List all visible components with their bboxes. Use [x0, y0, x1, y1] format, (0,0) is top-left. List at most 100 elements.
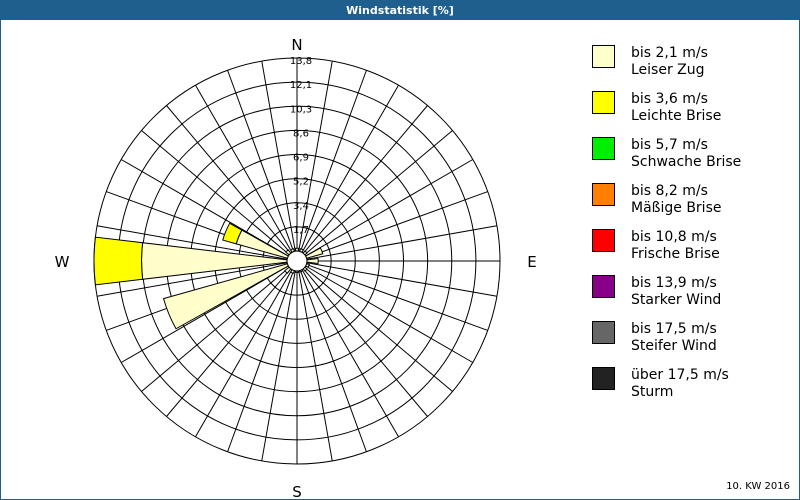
legend-swatch — [592, 183, 615, 206]
grid-spoke — [261, 60, 296, 252]
grid-spoke — [195, 84, 293, 253]
legend-range: bis 3,6 m/s — [631, 91, 708, 107]
wind-bar — [290, 248, 295, 253]
ring-tick-label: 1,7 — [293, 225, 309, 236]
grid-spoke — [305, 265, 474, 363]
wind-bar — [305, 247, 324, 259]
legend: bis 2,1 m/s Leiser Zug bis 3,6 m/s Leichte … — [589, 41, 789, 409]
grid-spoke — [306, 263, 488, 331]
grid-spoke — [227, 70, 295, 252]
grid-spoke — [303, 268, 428, 417]
ring-tick-label: 5,2 — [293, 177, 309, 188]
wind-bar — [299, 269, 304, 273]
legend-item: bis 8,2 m/s Mäßige Brise — [589, 179, 789, 225]
legend-swatch — [592, 229, 615, 252]
legend-label: bis 13,9 m/s Starker Wind — [631, 275, 721, 309]
wind-bar — [302, 266, 308, 272]
legend-item: über 17,5 m/s Sturm — [589, 363, 789, 409]
legend-class-name: Mäßige Brise — [631, 200, 722, 216]
legend-class-name: Leichte Brise — [631, 108, 722, 124]
grid-spoke — [298, 60, 333, 252]
legend-label: bis 3,6 m/s Leichte Brise — [631, 91, 721, 125]
wind-bar — [235, 229, 289, 259]
legend-swatch — [592, 91, 615, 114]
grid-spoke — [303, 105, 428, 254]
legend-class-name: Schwache Brise — [631, 154, 742, 170]
legend-range: über 17,5 m/s — [631, 367, 729, 383]
wind-bar — [294, 247, 300, 252]
ring-tick-label: 3,4 — [293, 201, 309, 212]
legend-item: bis 3,6 m/s Leichte Brise — [589, 87, 789, 133]
legend-class-name: Starker Wind — [631, 292, 722, 308]
grid-spoke — [96, 225, 288, 260]
wind-bar — [306, 257, 319, 265]
compass-label-e: E — [527, 253, 536, 271]
legend-class-name: Frische Brise — [631, 246, 720, 262]
grid-spoke — [304, 130, 453, 255]
legend-swatch — [592, 367, 615, 390]
grid-spoke — [227, 270, 295, 452]
legend-label: über 17,5 m/s Sturm — [631, 367, 729, 401]
legend-item: bis 2,1 m/s Leiser Zug — [589, 41, 789, 87]
grid-spoke — [299, 270, 367, 452]
legend-item: bis 5,7 m/s Schwache Brise — [589, 133, 789, 179]
wind-bar — [284, 266, 292, 274]
wind-bar — [162, 263, 289, 330]
grid-spoke — [305, 159, 474, 257]
legend-class-name: Steifer Wind — [631, 338, 717, 354]
wind-bar — [222, 222, 243, 245]
grid-spoke — [299, 70, 367, 252]
compass-label-w: W — [55, 253, 70, 271]
legend-label: bis 17,5 m/s Steifer Wind — [631, 321, 717, 355]
grid-spoke — [298, 270, 333, 462]
legend-label: bis 10,8 m/s Frische Brise — [631, 229, 720, 263]
wind-rose-chart: 1,7 3,4 5,2 6,9 8,6 10,3 12,1 13,8 N E S W — [55, 36, 537, 498]
ring-tick-label: 12,1 — [290, 80, 312, 91]
chart-title: Windstatistik [%] — [1, 1, 799, 20]
legend-class-name: Leiser Zug — [631, 62, 705, 78]
grid-spoke — [261, 270, 296, 462]
wind-bar — [290, 269, 295, 274]
grid-spoke — [304, 267, 453, 392]
legend-range: bis 13,9 m/s — [631, 275, 717, 291]
legend-item: bis 10,8 m/s Frische Brise — [589, 225, 789, 271]
ring-tick-label: 6,9 — [293, 153, 309, 164]
grid-spoke — [306, 225, 498, 260]
grid-spoke — [120, 159, 289, 257]
grid-spoke — [166, 105, 291, 254]
wind-bar — [285, 249, 292, 256]
grid-spoke — [141, 267, 290, 392]
legend-item: bis 17,5 m/s Steifer Wind — [589, 317, 789, 363]
grid-spoke — [96, 262, 288, 297]
grid-spoke — [195, 269, 293, 438]
grid-spoke — [120, 265, 289, 363]
grid-spoke — [301, 84, 399, 253]
ring-tick-label: 8,6 — [293, 128, 309, 139]
wind-bar — [295, 270, 299, 273]
legend-swatch — [592, 137, 615, 160]
grid-spoke — [166, 268, 291, 417]
legend-swatch — [592, 321, 615, 344]
grid-spoke — [306, 262, 498, 297]
legend-range: bis 2,1 m/s — [631, 45, 708, 61]
legend-swatch — [592, 45, 615, 68]
ring-tick-label: 13,8 — [290, 56, 312, 67]
legend-swatch — [592, 275, 615, 298]
compass-label-s: S — [292, 483, 302, 498]
legend-item: bis 13,9 m/s Starker Wind — [589, 271, 789, 317]
legend-label: bis 2,1 m/s Leiser Zug — [631, 45, 708, 79]
legend-range: bis 5,7 m/s — [631, 137, 708, 153]
wind-bar — [299, 248, 304, 253]
legend-label: bis 8,2 m/s Mäßige Brise — [631, 183, 721, 217]
legend-label: bis 5,7 m/s Schwache Brise — [631, 137, 741, 171]
grid-spoke — [141, 130, 290, 255]
wind-bar — [302, 250, 308, 256]
wind-bar — [93, 236, 144, 286]
grid-spoke — [301, 269, 399, 438]
compass-label-n: N — [291, 36, 302, 54]
grid-spoke — [306, 191, 488, 259]
legend-class-name: Sturm — [631, 384, 674, 400]
legend-range: bis 10,8 m/s — [631, 229, 717, 245]
legend-range: bis 17,5 m/s — [631, 321, 717, 337]
